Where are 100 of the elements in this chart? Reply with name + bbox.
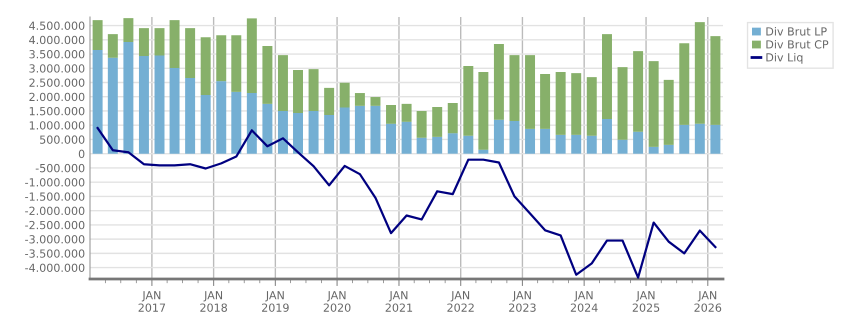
bar [262,46,272,104]
bar [354,106,365,154]
bar [402,122,412,154]
bar [416,138,427,154]
bar [494,120,504,154]
bar [648,61,659,147]
y-tick-label: 2.000.000 [29,92,84,102]
bar [231,35,242,92]
bar [154,55,164,154]
bar [710,124,720,154]
bar [340,82,350,108]
bar [540,128,550,154]
legend-label: Div Brut CP [766,40,828,49]
bar [108,58,118,154]
x-tick-label: JAN 2020 [324,291,350,312]
bar [216,81,226,154]
bar [571,73,582,135]
bar [571,134,582,154]
bar [664,144,674,154]
x-tick-label: JAN 2026 [694,291,722,312]
bar [432,106,442,137]
bar [648,146,659,154]
x-tick-label: JAN 2024 [570,291,598,312]
bar [308,69,319,111]
bar [92,50,103,154]
y-tick-label: -500.000 [36,164,84,172]
y-tick-label: 1.000.000 [30,121,84,130]
y-tick-label: -3.000.000 [25,235,84,244]
bar [525,128,536,154]
y-tick-label: 3.500.000 [29,50,84,58]
bar [494,44,504,120]
bar [478,72,488,150]
bar [525,55,536,129]
bar [509,120,520,154]
bar [448,103,458,134]
x-tick-label: JAN 2021 [386,291,412,312]
line-series [96,126,716,279]
bar [308,110,319,154]
bar [138,56,149,154]
bar [602,34,612,119]
bar [710,36,720,125]
x-tick-label: JAN 2023 [509,291,536,312]
legend-label: Div Liq [766,52,802,64]
bar [246,18,257,94]
y-tick-label: -2.500.000 [25,220,84,230]
bar [370,106,380,154]
bar [200,37,211,96]
bar [185,28,196,78]
bar [586,77,597,136]
bar [185,78,196,154]
bar [92,20,103,50]
bar [138,28,149,56]
bar [123,42,134,154]
bar [556,72,566,135]
bar [416,110,427,138]
y-tick-label: 0 [78,150,84,158]
bar [463,136,474,154]
y-tick-label: -3.500.000 [25,249,84,258]
x-tick-label: JAN 2019 [262,291,289,312]
bar [432,136,442,154]
y-tick-label: -1.000.000 [25,178,84,187]
y-tick-label: -1.500.000 [25,192,84,201]
bar [402,104,412,122]
x-tick-label: JAN 2017 [138,291,166,312]
bar [170,68,180,154]
bar [679,43,690,125]
y-tick-label: 500.000 [40,135,84,144]
bar [664,80,674,145]
bar [293,112,303,154]
bar [278,110,288,154]
bar [478,150,488,154]
bar [170,20,180,68]
bar [448,133,458,154]
bar [386,105,396,124]
bar [278,55,288,111]
bar [154,28,164,56]
y-tick-label: 4.500.000 [29,22,84,30]
bar [340,108,350,154]
bar [386,124,396,154]
y-tick-label: -2.000.000 [25,206,84,216]
x-tick-label: JAN 2022 [447,291,474,312]
bar [370,97,380,106]
bar [556,134,566,154]
bar [231,92,242,154]
bar [200,95,211,154]
bar [463,66,474,136]
bar [216,35,226,82]
legend-label: Div Brut LP [766,27,827,36]
bar [246,93,257,154]
bar [123,18,134,42]
y-tick-label: 1.500.000 [30,106,84,116]
bar [324,88,334,115]
bar [540,74,550,129]
bar [694,124,705,154]
y-tick-label: 4.000.000 [29,36,84,44]
y-tick-label: -4.000.000 [25,264,84,272]
x-tick-label: JAN 2018 [200,291,227,312]
bar [694,22,705,124]
bar [618,140,628,154]
y-tick-label: 2.500.000 [29,78,84,87]
